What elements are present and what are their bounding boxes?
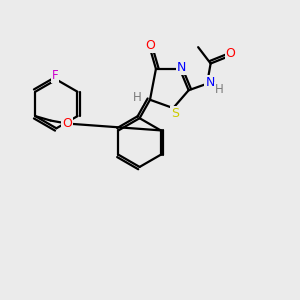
Text: H: H [133,91,142,104]
Text: N: N [206,76,215,89]
Text: S: S [171,107,179,120]
Text: O: O [146,39,155,52]
Text: O: O [62,117,72,130]
Text: H: H [214,82,223,96]
Text: O: O [226,47,236,60]
Text: F: F [52,69,58,82]
Text: N: N [176,61,186,74]
